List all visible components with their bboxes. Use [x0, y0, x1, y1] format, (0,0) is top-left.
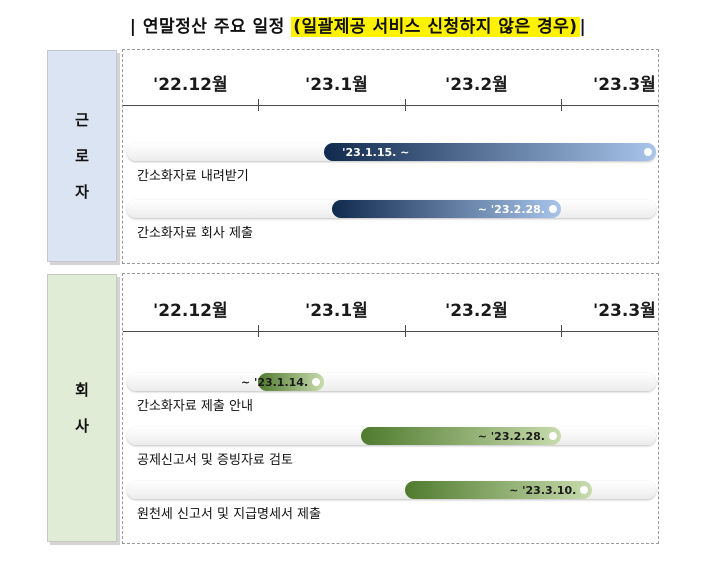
company-task-end-dot — [580, 486, 589, 494]
company-label-text: 회사 — [75, 381, 89, 435]
worker-axis-tick — [405, 99, 406, 111]
worker-axis-tick — [258, 99, 259, 111]
worker-task-bar: '23.1.15. ~ — [324, 143, 656, 161]
company-month-label: '23.2월 — [445, 301, 508, 321]
company-month-label: '22.12월 — [153, 301, 228, 321]
company-task-end-dot — [312, 378, 321, 386]
worker-task-end-dot — [549, 205, 557, 213]
company-timeline-axis — [123, 331, 658, 332]
worker-task-end-dot — [643, 148, 652, 156]
worker-axis-tick — [561, 99, 562, 111]
company-month-label: '23.3월 — [593, 301, 656, 321]
worker-timeline-panel: '22.12월 '23.1월 '23.2월 '23.3월 '23.1.15. ~ 간소화자… — [122, 49, 659, 264]
worker-timeline-axis — [123, 105, 658, 106]
company-task-label: 원천세 신고서 및 지급명세서 제출 — [137, 507, 321, 522]
title-end: | — [579, 17, 587, 37]
company-task-bar: ~ '23.2.28. — [360, 427, 561, 445]
company-timeline-panel: '22.12월 '23.1월 '23.2월 '23.3월 ~ '23.1.14. 간소화자… — [122, 273, 659, 544]
worker-month-label: '23.1월 — [305, 75, 368, 95]
company-axis-tick — [405, 325, 406, 337]
worker-task-label: 간소화자료 회사 제출 — [137, 226, 253, 241]
worker-month-label: '22.12월 — [153, 75, 228, 95]
company-month-label: '23.1월 — [305, 301, 368, 321]
worker-month-label: '23.2월 — [445, 75, 508, 95]
worker-task-label: 간소화자료 내려받기 — [137, 169, 249, 184]
title-main: | 연말정산 주요 일정 — [129, 17, 285, 37]
company-task-track — [127, 373, 656, 391]
company-task-date: ~ '23.3.10. — [509, 483, 577, 497]
worker-task-bar: ~ '23.2.28. — [331, 200, 561, 218]
title-highlight: (일괄제공 서비스 신청하지 않은 경우) — [291, 17, 580, 37]
worker-task-date: ~ '23.2.28. — [477, 202, 545, 216]
company-task-date: ~ '23.2.28. — [477, 429, 545, 443]
company-task-label: 공제신고서 및 증빙자료 검토 — [137, 453, 293, 468]
worker-month-label: '23.3월 — [593, 75, 656, 95]
company-section-label: 회사 — [47, 274, 117, 542]
company-task-bar: ~ '23.3.10. — [405, 481, 593, 499]
worker-label-text: 근로자 — [75, 111, 89, 201]
company-task-end-dot — [548, 432, 557, 440]
worker-section-label: 근로자 — [47, 50, 117, 262]
page-title: | 연말정산 주요 일정 (일괄제공 서비스 신청하지 않은 경우) | — [0, 12, 716, 37]
company-task-bar: ~ '23.1.14. — [241, 373, 325, 391]
company-axis-tick — [561, 325, 562, 337]
company-axis-tick — [258, 325, 259, 337]
company-task-label: 간소화자료 제출 안내 — [137, 399, 253, 414]
company-task-date: ~ '23.1.14. — [240, 375, 309, 389]
worker-task-date: '23.1.15. ~ — [342, 145, 410, 159]
